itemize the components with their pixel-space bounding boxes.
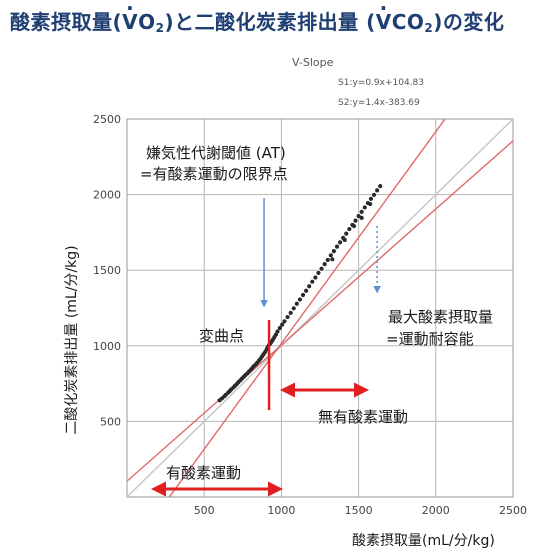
data-point [353,218,358,223]
data-point [359,209,364,214]
x-tick-label-1: 1000 [267,504,295,517]
data-point [362,205,367,210]
inflection-label: 変曲点 [199,327,244,345]
regression-line-s2 [168,119,446,497]
data-point [378,184,383,189]
tick-labels: 500 1000 1500 2000 2500 500 1000 1500 2000 2500 [93,113,527,517]
plot-frame [126,118,514,498]
data-point [285,314,290,320]
data-point [300,292,306,298]
x-tick-label-0: 500 [194,504,215,517]
regression-line-s1 [127,140,513,482]
title-o: O [138,10,156,34]
chart-title: V-Slope [292,56,334,69]
data-point [282,319,287,324]
aerobic-label: 有酸素運動 [166,464,241,482]
y-tick-label-2: 1500 [93,264,121,277]
data-point [356,213,361,219]
page-title: 酸素摂取量(VO2)と二酸化炭素排出量 (VCO2)の変化 [10,6,504,35]
data-point [275,329,280,334]
title-part-prefix: 酸素摂取量( [10,10,123,34]
data-point [325,257,330,263]
data-point [280,322,285,327]
data-point [294,301,299,306]
data-point [342,237,347,243]
data-point [328,253,333,258]
data-point [316,270,321,276]
vo2max-label-2: =運動耐容能 [386,330,474,348]
data-point [313,275,318,280]
s2-equation: S2:y=1.4x-383.69 [338,98,420,108]
data-point [359,215,364,220]
data-point [322,262,327,267]
y-tick-label-0: 500 [100,415,121,428]
s1-equation: S1:y=0.9x+104.83 [338,78,424,88]
data-point [371,192,377,198]
title-part-middle: )と二酸化炭素排出量 ( [164,10,376,34]
title-part-suffix: )の変化 [433,10,505,34]
data-point [334,244,340,249]
at-label-1: 嫌気性代謝閾値 (AT) [146,144,286,162]
data-point [368,196,374,201]
data-point [307,284,312,289]
data-point [368,201,373,207]
x-tick-label-4: 2500 [499,504,527,517]
data-point [351,223,357,229]
anaerobic-label: 無有酸素運動 [318,408,408,426]
title-vdot-1: V [122,10,138,34]
y-tick-label-4: 2500 [93,113,121,126]
title-co: CO [391,10,425,34]
data-point [291,306,296,311]
data-point [277,325,282,331]
y-axis-label: 二酸化炭素排出量 (mL/分/kg) [64,245,80,434]
at-label-2: =有酸素運動の限界点 [140,165,288,183]
data-point [331,249,336,254]
data-point [319,266,324,271]
data-point [344,231,349,236]
data-point [330,257,335,262]
y-tick-label-1: 1000 [93,340,121,353]
identity-line [127,119,513,497]
x-tick-label-3: 2000 [422,504,450,517]
x-tick-label-2: 1500 [345,504,373,517]
x-axis-label: 酸素摂取量(mL/分/kg) [352,533,495,549]
title-sub-2a: 2 [155,21,165,35]
data-point [375,188,380,193]
data-point [337,240,343,245]
data-point [304,288,309,293]
data-point [288,310,293,315]
title-vdot-2: V [376,10,392,34]
data-point [310,279,315,284]
data-point [297,297,303,302]
y-tick-label-3: 2000 [93,189,121,202]
data-points [217,184,383,403]
regression-lines [127,119,513,497]
title-sub-2b: 2 [424,21,434,35]
data-point [347,226,352,232]
vo2max-label-1: 最大酸素摂取量 [388,308,493,326]
